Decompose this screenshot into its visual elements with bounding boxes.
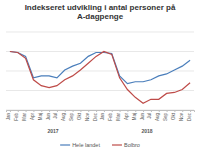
x-tick-label: Nov	[179, 112, 184, 121]
x-tick: Okt	[171, 110, 176, 120]
x-tick: Sep	[69, 110, 74, 121]
year-label: 2017	[47, 128, 58, 134]
x-tick: Dec	[93, 110, 98, 121]
x-tick-mark	[65, 110, 66, 112]
x-tick: Feb	[108, 110, 113, 121]
x-tick-label: Feb	[14, 113, 19, 121]
x-tick-mark	[10, 110, 11, 112]
series-line	[10, 52, 190, 84]
x-tick: Jul	[147, 110, 152, 119]
x-tick-mark	[174, 110, 175, 112]
x-tick: Aug	[155, 110, 160, 121]
x-tick: Nov	[179, 110, 184, 121]
x-tick-label: Apr	[30, 113, 35, 121]
x-tick-label: Dec	[93, 112, 98, 121]
x-tick-label: Jan	[6, 113, 11, 121]
x-tick: Feb	[14, 110, 19, 121]
legend: Hele landet Bolbro	[60, 142, 140, 148]
x-tick-mark	[88, 110, 89, 112]
x-axis: JanFebMarAprMajJunJulAugSepOktNovDecJanF…	[6, 110, 194, 121]
x-tick-mark	[120, 110, 121, 112]
series-line	[10, 52, 190, 104]
grid-line	[6, 32, 194, 33]
x-tick-label: Jan	[100, 113, 105, 121]
x-tick-label: Mar	[22, 112, 27, 120]
legend-label: Hele landet	[72, 142, 100, 148]
x-tick-mark	[104, 110, 105, 112]
legend-label: Bolbro	[124, 142, 140, 148]
x-tick: Maj	[38, 110, 43, 120]
x-tick: Jan	[6, 110, 11, 120]
x-tick-label: Aug	[61, 113, 66, 122]
x-tick-mark	[33, 110, 34, 112]
x-tick-label: Maj	[38, 113, 43, 120]
x-tick: Okt	[77, 110, 82, 120]
x-tick-mark	[182, 110, 183, 112]
x-tick-label: Dec	[187, 112, 192, 121]
title: Indekseret udvikling i antal personer på…	[25, 3, 176, 21]
legend-swatch	[60, 144, 70, 145]
x-tick: Sep	[163, 110, 168, 121]
grid-line	[6, 90, 194, 91]
legend-item: Bolbro	[112, 142, 140, 148]
x-tick: Apr	[124, 110, 129, 120]
legend-swatch	[112, 144, 122, 145]
x-tick-mark	[49, 110, 50, 112]
x-tick: Nov	[85, 110, 90, 121]
x-tick: Maj	[132, 110, 137, 120]
x-tick-label: Apr	[124, 113, 129, 121]
x-tick-label: Sep	[163, 113, 168, 122]
x-tick-mark	[143, 110, 144, 112]
year-label: 2018	[141, 128, 152, 134]
x-tick-mark	[151, 110, 152, 112]
x-tick: Jun	[46, 110, 51, 120]
x-tick-mark	[127, 110, 128, 112]
x-tick-label: Aug	[155, 113, 160, 122]
grid	[6, 32, 194, 110]
x-tick: Apr	[30, 110, 35, 120]
x-tick-label: Jul	[147, 113, 152, 119]
x-axis-line	[7, 111, 195, 113]
grid-line	[6, 71, 194, 72]
x-tick-label: Okt	[77, 112, 82, 120]
x-tick-label: Feb	[108, 113, 113, 121]
x-tick-label: Jul	[53, 113, 58, 119]
x-tick-mark	[167, 110, 168, 112]
x-tick: Dec	[187, 110, 192, 121]
x-tick-label: Jun	[140, 113, 145, 121]
x-tick-mark	[18, 110, 19, 112]
x-tick: Mar	[116, 110, 121, 121]
x-tick-mark	[57, 110, 58, 112]
plot-area	[10, 52, 190, 104]
x-tick-mark	[159, 110, 160, 112]
x-tick-mark	[26, 110, 27, 112]
x-tick: Mar	[22, 110, 27, 121]
x-tick-label: Nov	[85, 112, 90, 121]
x-tick-label: Sep	[69, 113, 74, 122]
x-tick-label: Mar	[116, 112, 121, 120]
chart: Indekseret udvikling i antal personer på…	[0, 0, 200, 150]
x-tick-mark	[80, 110, 81, 112]
x-tick-mark	[41, 110, 42, 112]
x-tick: Jun	[140, 110, 145, 120]
x-tick-label: Jun	[46, 113, 51, 121]
x-tick-mark	[96, 110, 97, 112]
x-tick-mark	[73, 110, 74, 112]
legend-item: Hele landet	[60, 142, 100, 148]
x-tick: Jul	[53, 110, 58, 119]
x-tick-mark	[190, 110, 191, 112]
x-tick: Jan	[100, 110, 105, 120]
grid-line	[6, 51, 194, 52]
x-tick-mark	[112, 110, 113, 112]
x-tick-label: Okt	[171, 112, 176, 120]
x-tick: Aug	[61, 110, 66, 121]
x-tick-mark	[135, 110, 136, 112]
x-tick-label: Maj	[132, 113, 137, 120]
